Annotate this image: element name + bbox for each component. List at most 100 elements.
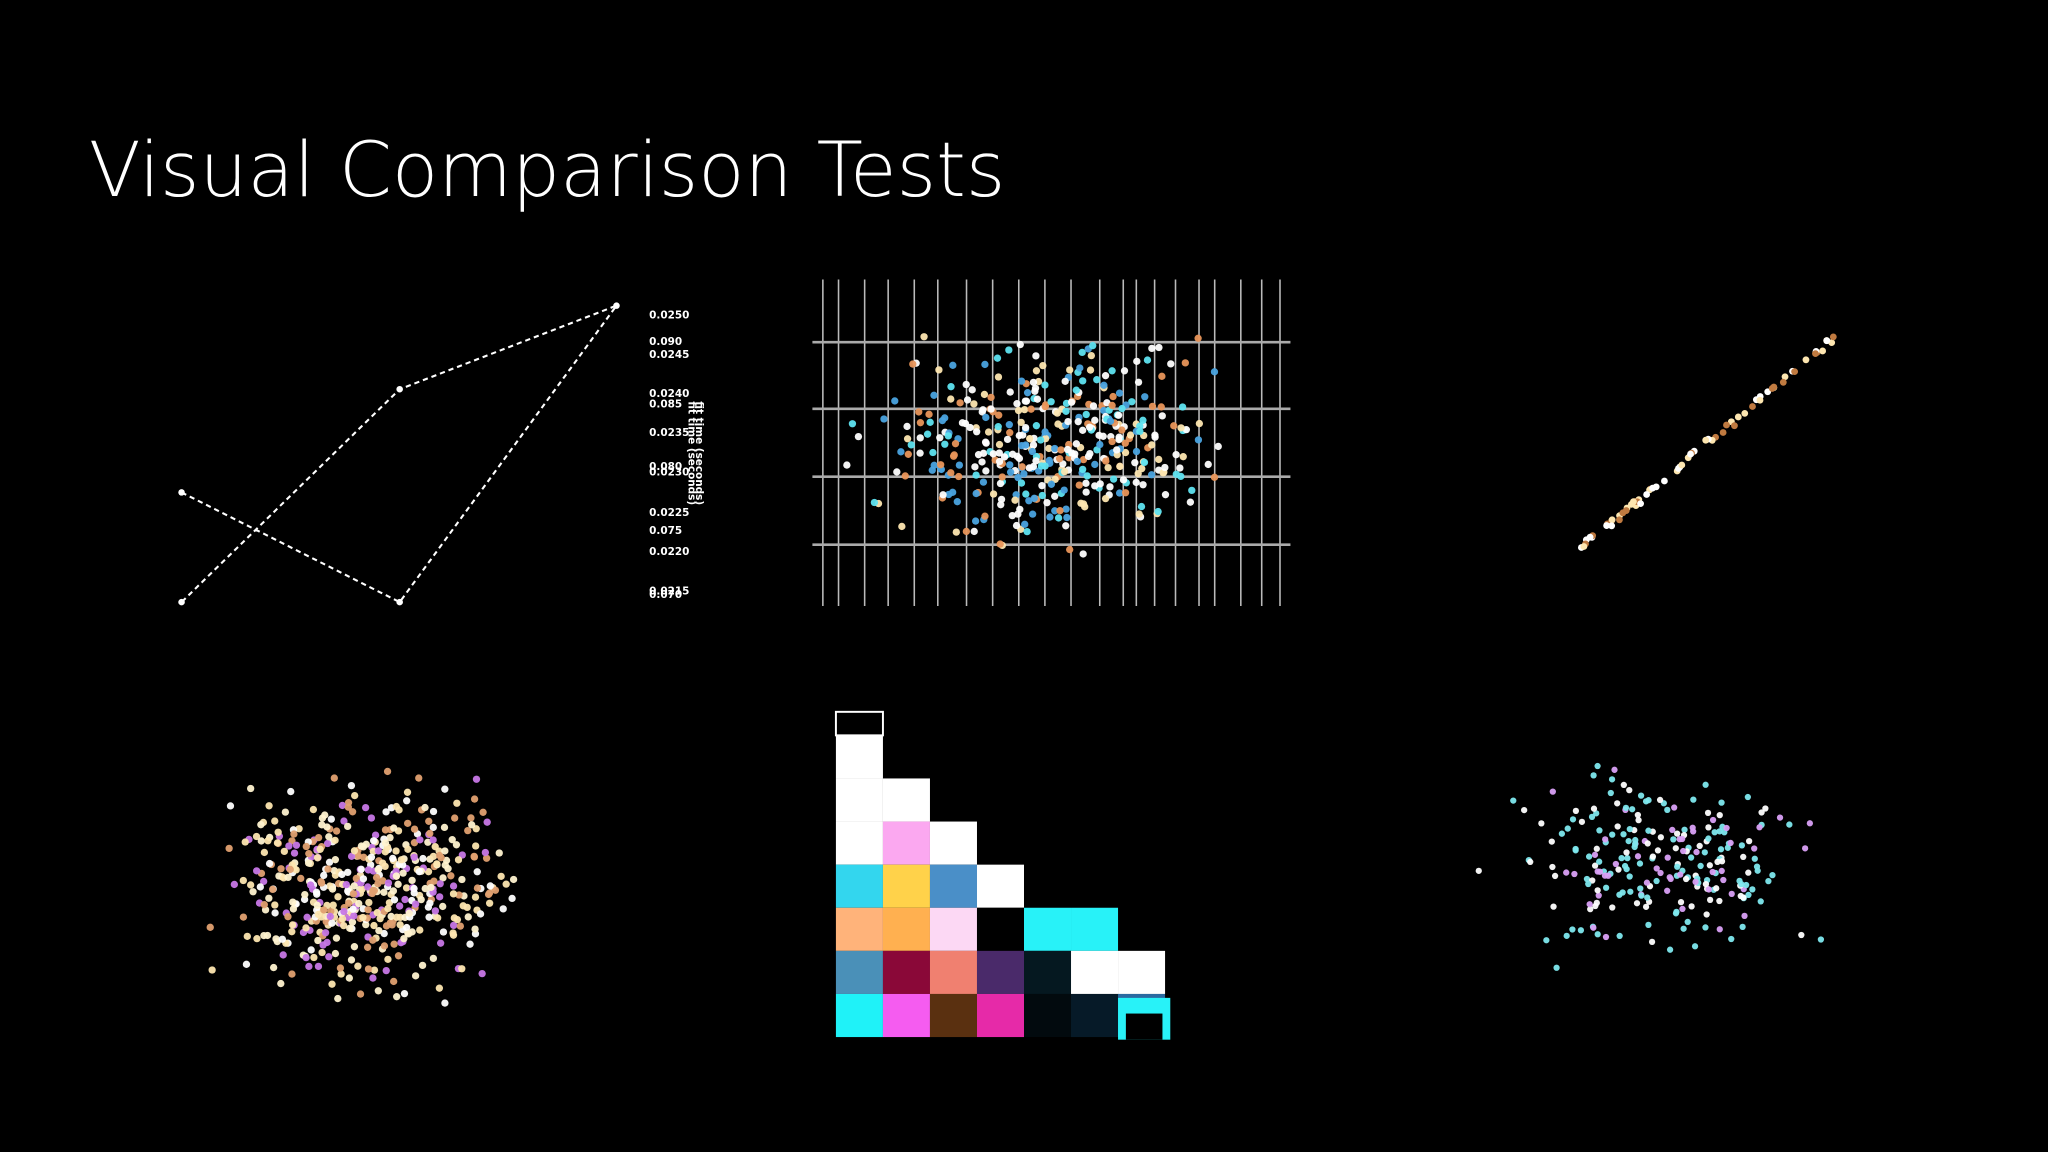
dot xyxy=(1744,793,1752,801)
dot xyxy=(1101,372,1110,380)
dot xyxy=(1801,845,1809,852)
dot xyxy=(307,946,315,954)
dot xyxy=(1572,845,1579,853)
dot xyxy=(1776,814,1784,821)
dot xyxy=(328,885,337,893)
dot xyxy=(271,909,279,917)
dot xyxy=(1022,441,1030,449)
dot xyxy=(363,943,372,951)
dot xyxy=(1656,796,1664,804)
dot xyxy=(1179,453,1187,461)
dot xyxy=(1616,891,1623,898)
dot xyxy=(1603,522,1611,529)
dot xyxy=(1023,527,1031,536)
heat-cell xyxy=(976,950,1024,994)
dot xyxy=(1653,865,1660,872)
dot xyxy=(998,473,1006,481)
dot xyxy=(464,913,472,921)
dot xyxy=(369,936,377,944)
dot xyxy=(1195,419,1204,428)
dot xyxy=(1690,828,1697,835)
tick-label: 0.0220 xyxy=(649,546,689,558)
dot xyxy=(306,881,315,889)
dot xyxy=(1718,858,1726,865)
dot xyxy=(1081,503,1089,511)
dot xyxy=(313,854,322,862)
dot xyxy=(1756,824,1763,831)
dot xyxy=(1054,514,1063,522)
dot xyxy=(1677,899,1685,906)
dot xyxy=(1151,433,1159,441)
dot xyxy=(381,848,389,856)
dot xyxy=(1734,413,1742,421)
dot xyxy=(1155,343,1163,352)
dot xyxy=(1204,460,1212,469)
dot xyxy=(1167,360,1175,368)
dot xyxy=(325,833,333,841)
dot xyxy=(1063,513,1071,522)
dot xyxy=(429,836,437,844)
dot xyxy=(1724,844,1731,851)
dot xyxy=(903,422,911,431)
dot xyxy=(403,797,411,805)
dot xyxy=(389,887,398,895)
dot xyxy=(345,899,353,907)
dot xyxy=(1626,873,1633,880)
dot xyxy=(451,814,459,822)
dot xyxy=(936,434,944,442)
dot xyxy=(321,929,330,937)
dot xyxy=(340,907,348,916)
heat-cell xyxy=(1118,950,1166,994)
tick-label: 0.075 xyxy=(649,525,682,537)
dot xyxy=(455,891,463,899)
dot xyxy=(1638,892,1645,899)
dot xyxy=(435,984,444,992)
dot xyxy=(381,826,390,834)
dot xyxy=(1563,869,1570,876)
dot xyxy=(1158,412,1166,420)
dot xyxy=(452,841,461,849)
dot xyxy=(984,428,993,436)
dot xyxy=(247,881,255,889)
dot xyxy=(1039,361,1047,370)
dot xyxy=(1585,880,1592,888)
dot xyxy=(362,840,370,848)
dot xyxy=(439,874,447,882)
dot xyxy=(982,413,990,422)
dot xyxy=(318,814,327,822)
dot xyxy=(436,939,445,947)
dot xyxy=(916,449,924,457)
dot xyxy=(920,333,928,341)
dot xyxy=(508,894,516,903)
dot xyxy=(346,924,354,932)
dot xyxy=(410,839,419,847)
dot xyxy=(963,396,972,404)
heat-cell xyxy=(835,907,883,951)
dot xyxy=(1538,820,1545,827)
dot xyxy=(458,875,466,884)
dot xyxy=(1716,812,1723,819)
dot xyxy=(367,814,376,822)
dot xyxy=(1705,835,1712,842)
dot xyxy=(1703,911,1710,918)
dot xyxy=(994,422,1002,431)
dot xyxy=(1713,885,1720,892)
dot xyxy=(1585,853,1593,860)
dot xyxy=(332,827,341,835)
dot xyxy=(373,909,381,917)
point xyxy=(178,598,185,606)
dot xyxy=(1586,901,1593,908)
dot xyxy=(260,848,269,857)
dot xyxy=(354,962,362,970)
point xyxy=(613,302,620,309)
dot xyxy=(289,905,298,913)
dot xyxy=(996,479,1005,488)
dot xyxy=(1083,472,1091,480)
dot xyxy=(1148,441,1156,449)
dot xyxy=(338,801,347,810)
dot xyxy=(1591,851,1599,858)
dot xyxy=(453,799,461,807)
dot xyxy=(1074,418,1082,426)
heat-cell xyxy=(882,778,930,822)
